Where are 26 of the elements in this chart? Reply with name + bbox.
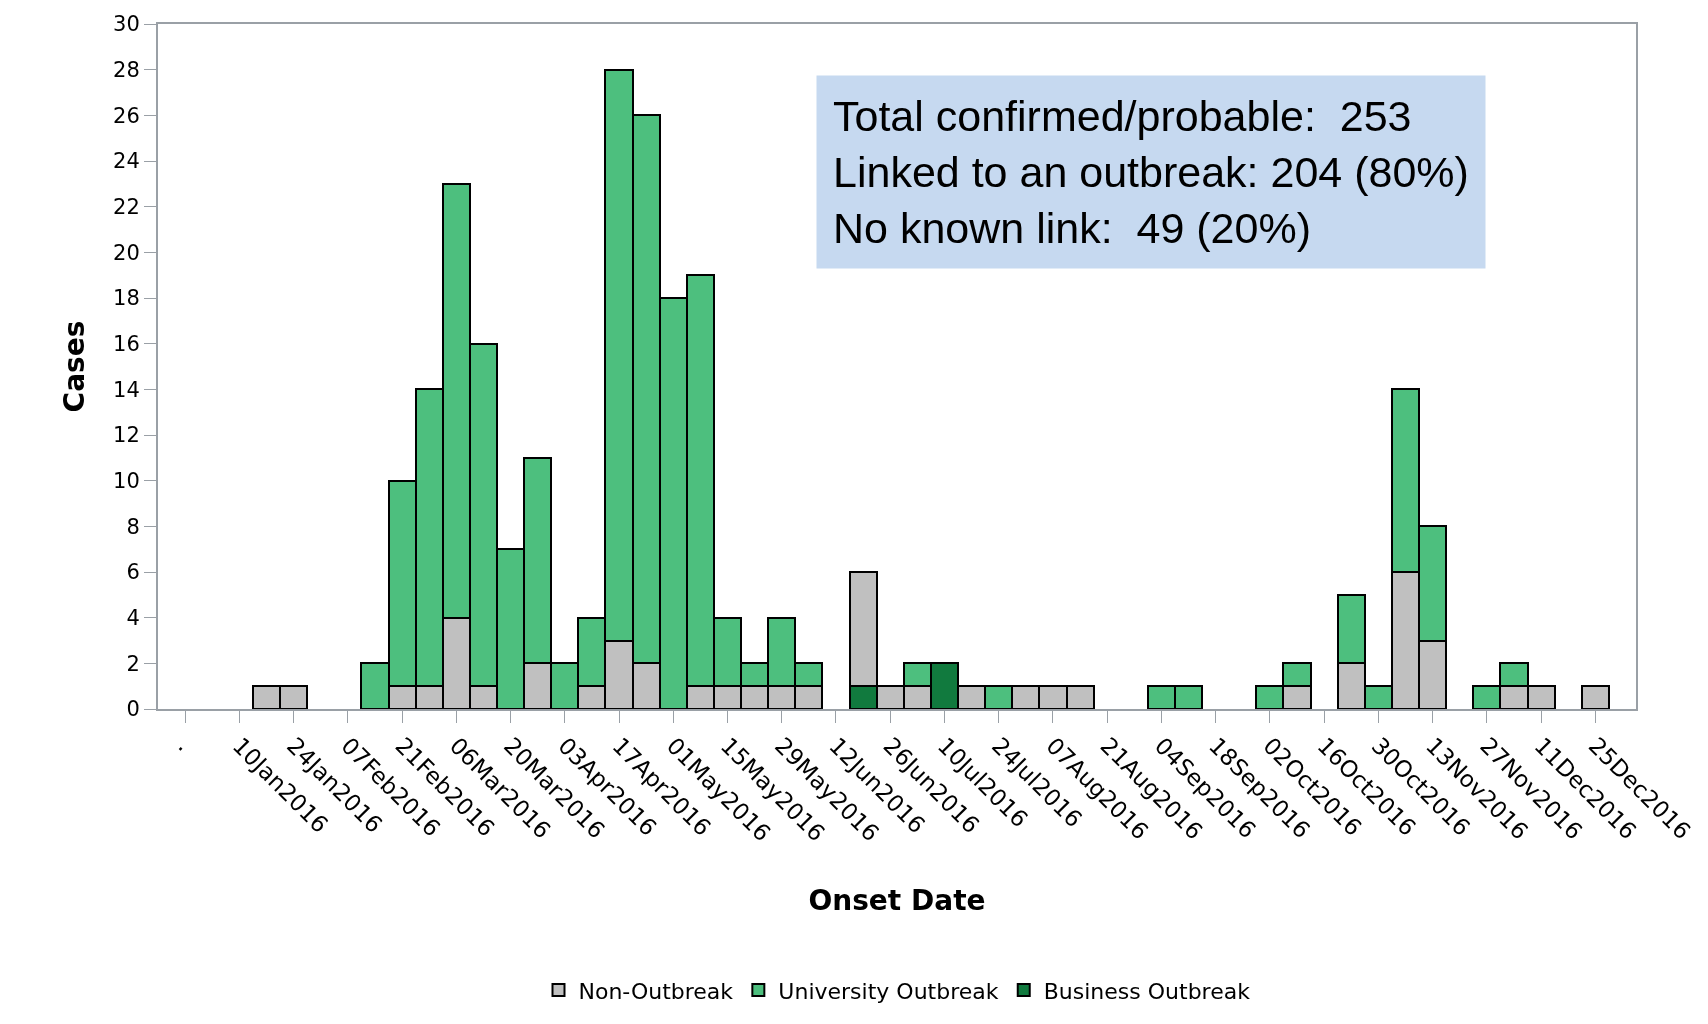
y-tick-label: 0	[126, 697, 140, 722]
y-tick-label: 8	[126, 514, 140, 539]
legend-label: Non-Outbreak	[578, 978, 734, 1004]
y-tick-label: 2	[126, 651, 140, 676]
legend-label: Business Outbreak	[1043, 978, 1251, 1004]
y-tick-label: 28	[113, 58, 140, 83]
y-tick-label: 22	[113, 195, 140, 220]
y-tick-label: 14	[113, 377, 140, 402]
y-axis-title: Cases	[58, 320, 92, 413]
y-tick-label: 6	[126, 560, 140, 585]
y-tick-label: 16	[113, 332, 140, 357]
y-tick-label: 10	[113, 469, 140, 494]
x-tick-label: .	[173, 732, 198, 756]
y-tick-label: 12	[113, 423, 140, 448]
y-tick-label: 26	[113, 103, 140, 128]
y-tick-label: 20	[113, 240, 140, 265]
annotation: Total confirmed/probable: 253	[833, 92, 1412, 140]
x-axis-title: Onset Date	[808, 884, 986, 918]
legend-label: University Outbreak	[778, 978, 999, 1004]
y-tick-label: 30	[113, 12, 140, 37]
y-tick-label: 24	[113, 149, 140, 174]
y-tick-label: 18	[113, 286, 140, 311]
bar	[1581, 685, 1610, 709]
y-tick-label: 4	[126, 606, 140, 631]
annotation: No known link: 49 (20%)	[833, 203, 1311, 252]
annotation: Linked to an outbreak: 204 (80%)	[833, 147, 1469, 196]
